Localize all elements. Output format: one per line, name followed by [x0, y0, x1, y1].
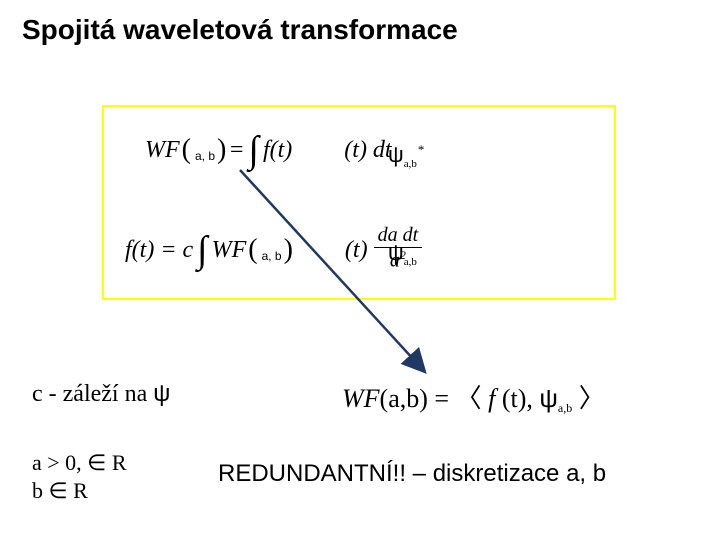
lparen: (	[248, 234, 257, 266]
psi-annotation: ψa,b	[388, 240, 417, 266]
element-of-icon: ∈	[87, 450, 106, 475]
f-eq-c: f(t) = c	[125, 237, 193, 264]
psi-icon: ψ	[388, 142, 404, 167]
wf-symbol: WF	[342, 384, 380, 413]
psi-sub: a,b	[404, 158, 417, 170]
integral-icon: ∫	[249, 128, 259, 172]
b-var: b	[32, 478, 49, 503]
wf-symbol: WF	[145, 137, 180, 164]
set-R: R	[68, 478, 88, 503]
c-note-text: c - záleží na	[32, 381, 153, 407]
set-R: R	[106, 450, 126, 475]
langle-icon: 〈	[456, 384, 482, 413]
psi-sup: *	[418, 142, 425, 157]
inner-product: WF(a,b) = 〈 f (t), ψa,b 〉	[342, 378, 605, 415]
psi-icon: ψ	[539, 383, 558, 413]
condition-b: b ∈ R	[32, 478, 88, 504]
wf-symbol: WF	[212, 237, 247, 264]
a-gt-0: a > 0,	[32, 450, 87, 475]
psi-conj-annotation: ψa,b*	[388, 142, 424, 168]
psi-icon: ψ	[153, 380, 170, 407]
equation-inverse: f(t) = c ∫ WF ( a, b ) (t) da dt a2	[125, 226, 422, 275]
redundant-note: REDUNDANTNÍ!! – diskretizace a, b	[218, 460, 606, 488]
rparen: )	[217, 134, 226, 166]
f-sym: f	[482, 384, 502, 413]
psi-sub: a,b	[404, 256, 417, 268]
t-comma: (t),	[502, 384, 540, 413]
equals: =	[228, 137, 244, 164]
condition-a: a > 0, ∈ R	[32, 450, 127, 476]
sub-ab: a, b	[195, 149, 215, 163]
sub-ab: a, b	[262, 249, 282, 263]
psi-icon: ψ	[388, 240, 404, 265]
element-of-icon: ∈	[49, 478, 68, 503]
rparen: )	[284, 234, 293, 266]
of-t: (t)	[345, 237, 368, 264]
lparen: (	[182, 134, 191, 166]
slide-title: Spojitá waveletová transformace	[22, 14, 458, 46]
psi-sub: a,b	[558, 401, 572, 415]
c-note: c - záleží na ψ	[32, 380, 170, 408]
integral-icon: ∫	[197, 228, 207, 272]
f-of-t: f(t)	[263, 137, 292, 164]
equation-wf: WF ( a, b ) = ∫ f(t) (t) dt	[145, 128, 392, 172]
t-dt: (t) dt	[344, 137, 391, 164]
wf-args: (a,b) =	[380, 384, 456, 413]
rangle-icon: 〉	[572, 384, 605, 413]
